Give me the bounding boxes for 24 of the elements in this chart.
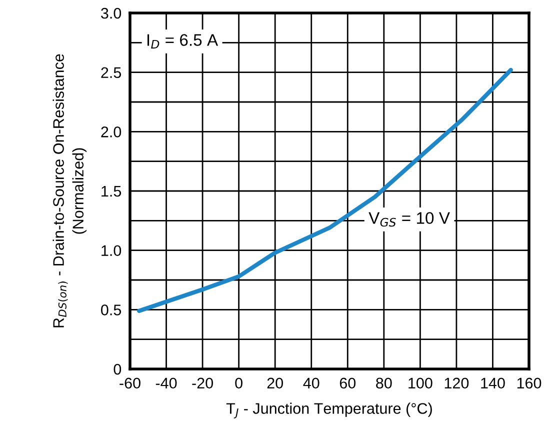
x-tick-label: 140: [481, 378, 505, 389]
x-tick-label: 120: [444, 378, 469, 389]
y-tick-label: 2.5: [101, 67, 122, 78]
y-axis-title: R$_{DS(on)}$ - Drain-to-Source On-Resistance (Normalized): [52, 54, 87, 328]
y-tick-label: 0.5: [101, 304, 122, 316]
annotation: I$_{D}$ = 6.5 A: [148, 34, 218, 48]
y-tick-label: 1.5: [102, 186, 122, 197]
x-tick-label: -60: [120, 378, 140, 389]
x-tick-label: -20: [192, 378, 213, 389]
x-tick-label: -40: [156, 378, 177, 389]
y-tick-label: 1.0: [102, 245, 122, 256]
x-tick-label: 100: [408, 378, 432, 389]
y-tick-label: 0: [114, 364, 122, 375]
x-tick-label: 60: [340, 378, 356, 389]
y-tick-label: 3.0: [101, 8, 122, 19]
x-axis-title: T$_{J}$ - Junction Temperature (°C): [226, 402, 432, 418]
line-series: [136, 68, 513, 313]
y-tick-label: 2.0: [101, 126, 122, 138]
x-tick-label: 80: [376, 378, 392, 389]
x-tick-label: 160: [517, 378, 542, 389]
x-tick-label: 40: [303, 378, 320, 389]
x-tick-label: 20: [267, 378, 283, 389]
series-label: V$_{GS}$ = 10 V: [368, 212, 450, 227]
x-tick-label: 0: [235, 378, 242, 389]
